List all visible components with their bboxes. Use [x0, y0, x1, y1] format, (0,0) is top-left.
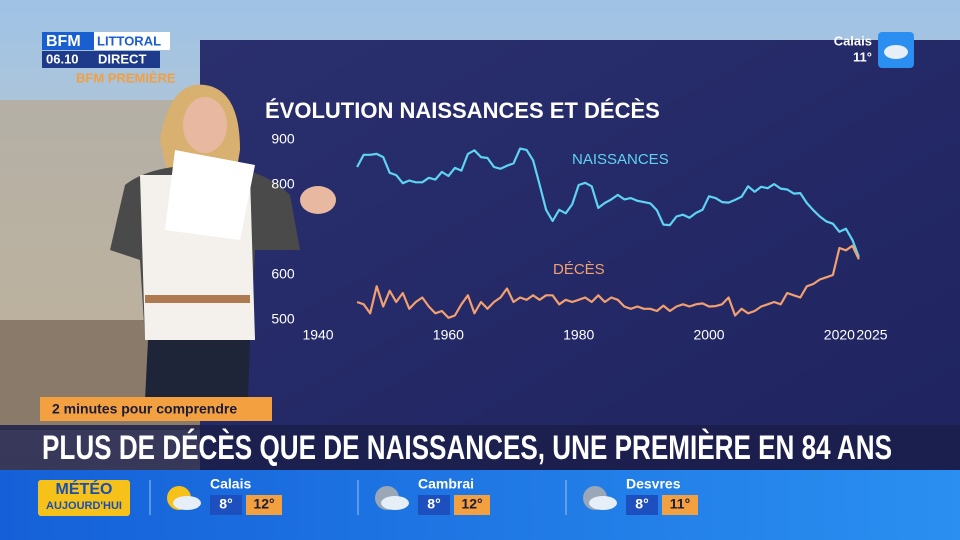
x-tick-label: 2020 [824, 327, 855, 343]
region: LITTORAL [97, 33, 161, 48]
min-bg [210, 495, 242, 515]
chart-title: ÉVOLUTION NAISSANCES ET DÉCÈS [265, 98, 660, 123]
city-name: Calais [210, 476, 251, 492]
y-tick-label: 900 [271, 131, 295, 147]
max-bg [454, 495, 490, 515]
city-max: 12° [253, 496, 274, 512]
presenter [110, 84, 336, 400]
city-max: 11° [670, 496, 690, 512]
corner-city: Calais [834, 33, 872, 48]
headline-bg [0, 425, 960, 471]
time: 06.10 [46, 51, 79, 66]
tag-bg [40, 397, 272, 421]
tag: 2 minutes pour comprendre [52, 401, 237, 417]
max-bg [246, 495, 282, 515]
x-tick-label: 1940 [302, 327, 333, 343]
city-min: 8° [635, 496, 648, 512]
series-line [356, 244, 860, 319]
city-min: 8° [219, 496, 232, 512]
meteo-subtitle: AUJOURD'HUI [46, 500, 122, 512]
city-name: Cambrai [418, 476, 474, 492]
city-name: Desvres [626, 476, 681, 492]
logo-bg [42, 32, 94, 50]
weather-icon-cloud [589, 496, 617, 510]
program: BFM PREMIÈRE [76, 70, 176, 85]
min-bg [418, 495, 450, 515]
weather-icon-cloud [173, 496, 201, 510]
plot: 500 600 800 900 1940 1960 1980 2000 2020 2025 NAIS… [271, 131, 887, 343]
headline: PLUS DE DÉCÈS QUE DE NAISSANCES, UNE PRE… [42, 429, 892, 467]
chart-screen [200, 40, 960, 470]
min-bg [626, 495, 658, 515]
meteo-title: MÉTÉO [56, 479, 113, 498]
meteo-logo [38, 480, 130, 516]
live: DIRECT [98, 51, 146, 66]
x-tick-label: 2000 [693, 327, 724, 343]
x-tick-label: 1980 [563, 327, 594, 343]
time-bg [42, 51, 160, 68]
region-bg [94, 32, 170, 50]
corner-temp: 11° [853, 49, 872, 64]
x-tick-label: 2025 [856, 327, 887, 343]
series-label: DÉCÈS [553, 261, 605, 278]
weather-icon-cloud [381, 496, 409, 510]
max-bg [662, 495, 698, 515]
city-max: 12° [461, 496, 482, 512]
y-tick-label: 600 [271, 266, 295, 282]
y-tick-label: 800 [271, 176, 295, 192]
x-tick-label: 1960 [433, 327, 464, 343]
series-label: NAISSANCES [572, 151, 669, 168]
y-tick-label: 500 [271, 311, 295, 327]
cities: Calais 8° 12° Cambrai 8° 12° Desvres 8° 11° [149, 476, 698, 515]
channel: BFM [46, 33, 81, 50]
cloud [884, 45, 908, 59]
city-min: 8° [427, 496, 440, 512]
series-line [356, 147, 860, 258]
